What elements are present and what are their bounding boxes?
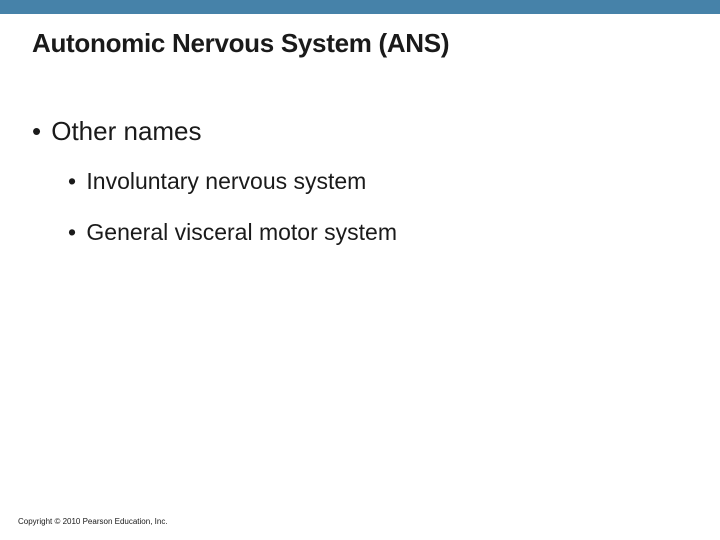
bullet-marker: • [32,116,44,147]
top-accent-bar [0,0,720,14]
copyright-text: Copyright © 2010 Pearson Education, Inc. [18,517,168,526]
bullet-marker: • [68,168,80,195]
main-bullet-text: Other names [51,116,201,146]
sub-bullet-list: • Involuntary nervous system • General v… [68,168,397,270]
main-bullet-heading: • Other names [32,116,202,147]
bullet-marker: • [68,219,80,246]
list-item: • Involuntary nervous system [68,168,397,195]
slide: Autonomic Nervous System (ANS) • Other n… [0,0,720,540]
list-item: • General visceral motor system [68,219,397,246]
sub-bullet-text: Involuntary nervous system [86,168,366,194]
sub-bullet-text: General visceral motor system [86,219,397,245]
slide-title: Autonomic Nervous System (ANS) [32,28,449,59]
